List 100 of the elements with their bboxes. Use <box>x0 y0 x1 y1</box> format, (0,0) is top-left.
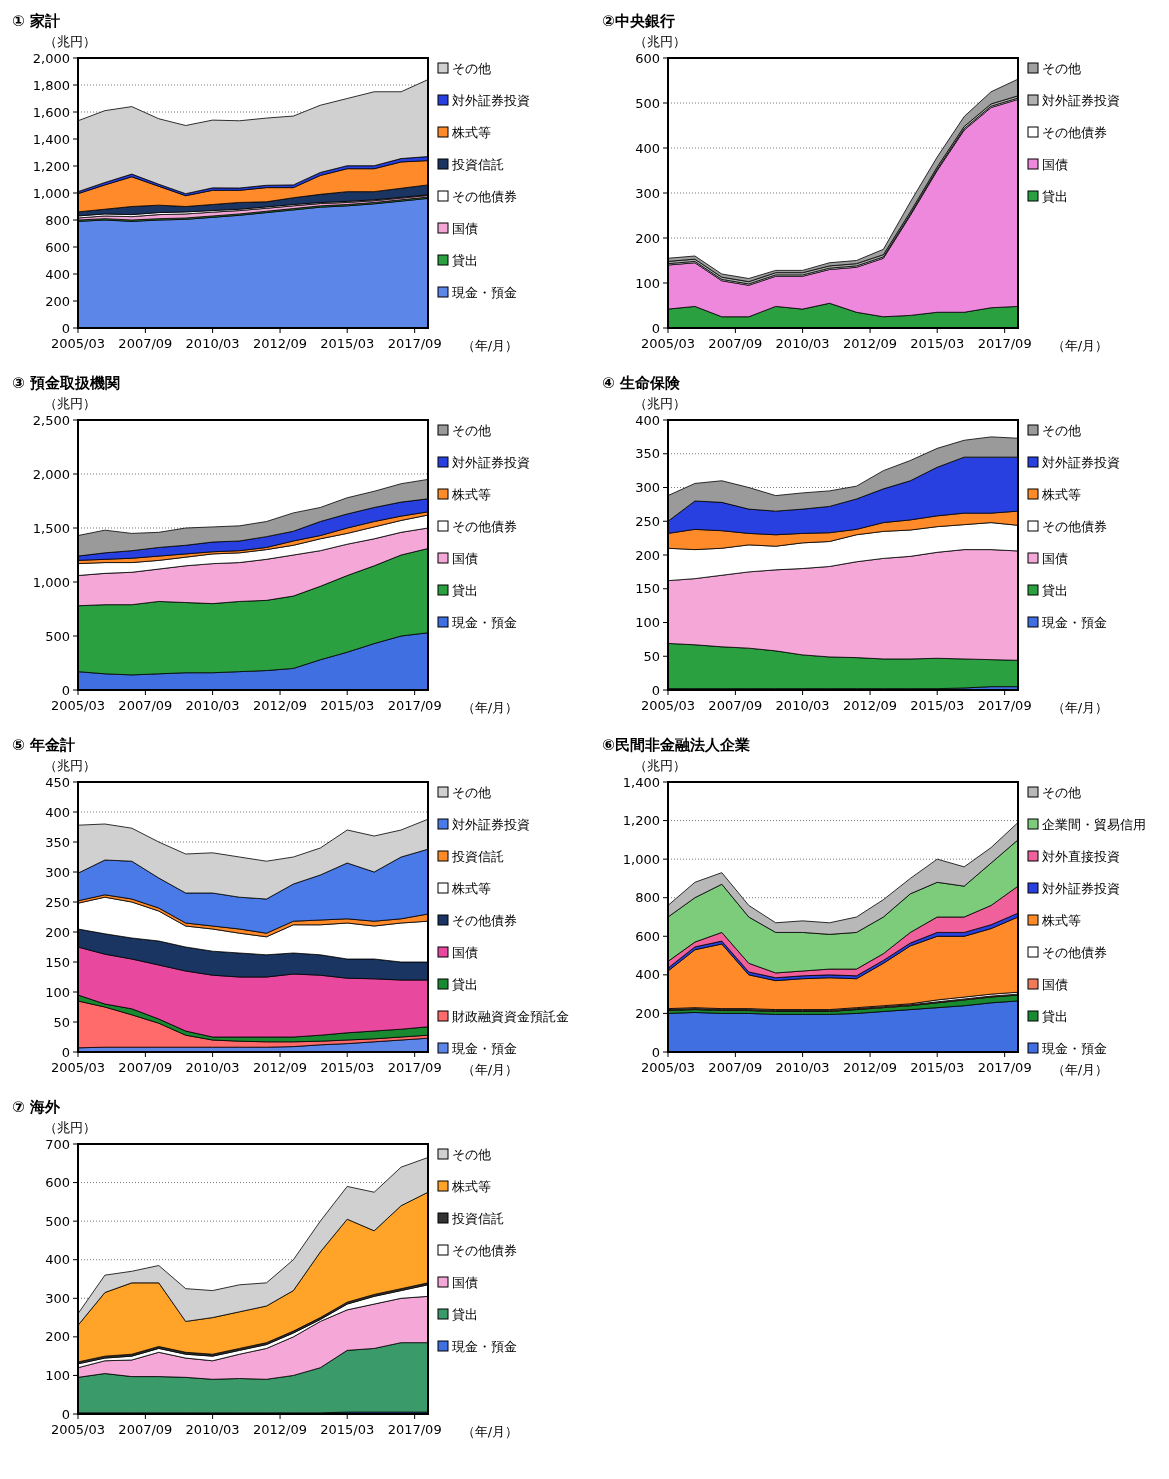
legend-label: 株式等 <box>451 486 491 502</box>
y-tick-label: 0 <box>61 1406 70 1422</box>
x-axis-title: （年/月） <box>461 700 519 715</box>
x-axis-title: （年/月） <box>1051 700 1109 715</box>
x-tick-label: 2007/09 <box>708 1060 763 1075</box>
legend-label: 貸出 <box>1042 1008 1068 1024</box>
y-tick-label: 500 <box>45 628 70 644</box>
legend-label: 現金・預金 <box>452 1338 517 1354</box>
x-tick-label: 2015/03 <box>320 1060 375 1075</box>
y-tick-label: 100 <box>45 1367 70 1383</box>
legend-label: その他 <box>1042 784 1081 800</box>
y-tick-label: 1,400 <box>32 131 70 147</box>
legend-label: 現金・預金 <box>1042 1040 1107 1056</box>
x-tick-label: 2015/03 <box>910 698 965 713</box>
x-tick-label: 2007/09 <box>118 698 173 713</box>
legend-label: 企業間・貿易信用 <box>1042 816 1146 832</box>
legend-label: 現金・預金 <box>1042 614 1107 630</box>
y-tick-label: 100 <box>635 275 660 291</box>
x-tick-label: 2005/03 <box>50 336 106 351</box>
x-axis-title: （年/月） <box>461 1424 519 1439</box>
x-tick-label: 2012/09 <box>253 1060 308 1075</box>
y-tick-label: 0 <box>61 682 70 698</box>
x-tick-label: 2005/03 <box>50 698 106 713</box>
y-tick-label: 1,200 <box>622 813 660 829</box>
y-axis-title: （兆円） <box>634 396 686 411</box>
x-axis-title: （年/月） <box>1051 338 1109 353</box>
y-tick-label: 200 <box>635 230 660 246</box>
y-tick-label: 500 <box>635 95 660 111</box>
y-tick-label: 400 <box>45 804 70 820</box>
legend-label: 国債 <box>1042 976 1068 992</box>
x-tick-label: 2015/03 <box>320 1422 375 1437</box>
y-tick-label: 800 <box>635 890 660 906</box>
y-tick-label: 0 <box>61 320 70 336</box>
y-tick-label: 250 <box>45 894 70 910</box>
legend-label: その他債券 <box>452 1242 517 1258</box>
legend-label: その他 <box>1042 422 1081 438</box>
x-tick-label: 2010/03 <box>775 336 830 351</box>
y-tick-label: 1,500 <box>32 520 70 536</box>
x-tick-label: 2015/03 <box>910 336 965 351</box>
legend-label: その他債券 <box>1042 518 1107 534</box>
legend-label: 貸出 <box>452 582 478 598</box>
legend-label: 対外証券投資 <box>452 92 530 108</box>
y-tick-label: 300 <box>45 1290 70 1306</box>
y-tick-label: 200 <box>635 1005 660 1021</box>
x-axis-title: （年/月） <box>1051 1062 1109 1077</box>
y-tick-label: 1,800 <box>32 77 70 93</box>
legend-label: 現金・預金 <box>452 284 517 300</box>
x-tick-label: 2017/09 <box>387 1422 442 1437</box>
y-tick-label: 1,600 <box>32 104 70 120</box>
y-tick-label: 300 <box>45 864 70 880</box>
y-tick-label: 0 <box>61 1044 70 1060</box>
x-tick-label: 2005/03 <box>640 1060 696 1075</box>
chart-title: ②中央銀行 <box>602 12 675 30</box>
y-tick-label: 1,000 <box>32 185 70 201</box>
legend-label: 国債 <box>1042 156 1068 172</box>
y-tick-label: 0 <box>651 1044 660 1060</box>
x-tick-label: 2010/03 <box>185 1422 240 1437</box>
x-tick-label: 2010/03 <box>185 698 240 713</box>
legend-label: 株式等 <box>451 124 491 140</box>
legend-label: 投資信託 <box>451 848 504 864</box>
chart-title: ① 家計 <box>12 12 60 30</box>
y-tick-label: 50 <box>643 648 660 664</box>
y-tick-label: 100 <box>635 615 660 631</box>
legend-label: 国債 <box>452 1274 478 1290</box>
legend-label: その他債券 <box>452 188 517 204</box>
y-tick-label: 350 <box>45 834 70 850</box>
x-tick-label: 2012/09 <box>253 1422 308 1437</box>
x-tick-label: 2015/03 <box>910 1060 965 1075</box>
legend-label: 株式等 <box>1041 486 1081 502</box>
y-axis-title: （兆円） <box>44 758 96 773</box>
y-tick-label: 450 <box>45 774 70 790</box>
x-tick-label: 2012/09 <box>843 698 898 713</box>
y-tick-label: 600 <box>635 928 660 944</box>
legend-label: その他債券 <box>452 518 517 534</box>
y-tick-label: 400 <box>45 266 70 282</box>
x-tick-label: 2010/03 <box>775 1060 830 1075</box>
y-tick-label: 250 <box>635 513 660 529</box>
legend-label: 対外証券投資 <box>452 454 530 470</box>
y-axis-title: （兆円） <box>44 396 96 411</box>
y-tick-label: 800 <box>45 212 70 228</box>
y-tick-label: 200 <box>635 547 660 563</box>
y-tick-label: 1,000 <box>622 851 660 867</box>
x-tick-label: 2010/03 <box>185 1060 240 1075</box>
legend-label: 貸出 <box>1042 582 1068 598</box>
y-tick-label: 500 <box>45 1213 70 1229</box>
y-axis-title: （兆円） <box>44 34 96 49</box>
x-tick-label: 2017/09 <box>977 1060 1032 1075</box>
y-tick-label: 700 <box>45 1136 70 1152</box>
y-tick-label: 350 <box>635 446 660 462</box>
y-tick-label: 300 <box>635 480 660 496</box>
x-axis-title: （年/月） <box>461 338 519 353</box>
legend-label: その他 <box>1042 60 1081 76</box>
y-tick-label: 200 <box>45 1329 70 1345</box>
legend-label: 株式等 <box>1041 912 1081 928</box>
x-tick-label: 2015/03 <box>320 336 375 351</box>
x-tick-label: 2012/09 <box>843 336 898 351</box>
x-tick-label: 2005/03 <box>50 1060 106 1075</box>
chart-title: ④ 生命保険 <box>602 374 681 392</box>
y-tick-label: 100 <box>45 984 70 1000</box>
y-tick-label: 0 <box>651 682 660 698</box>
